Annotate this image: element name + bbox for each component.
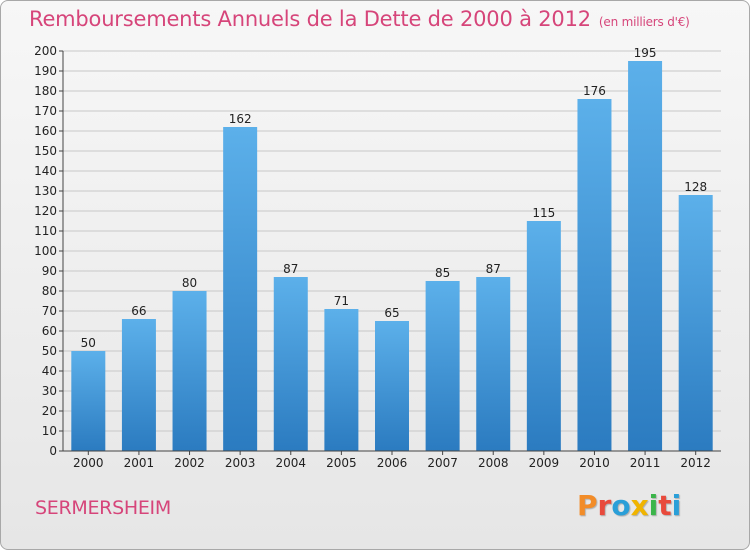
y-tick-label: 170 xyxy=(34,104,57,118)
y-tick-label: 150 xyxy=(34,144,57,158)
y-tick-label: 110 xyxy=(34,224,57,238)
logo-letter: t xyxy=(658,489,672,522)
bar-2009 xyxy=(526,221,561,451)
y-tick-label: 40 xyxy=(42,364,57,378)
value-label-2010: 176 xyxy=(583,84,606,98)
y-tick-label: 120 xyxy=(34,204,57,218)
value-label-2000: 50 xyxy=(81,336,96,350)
x-tick-label-2002: 2002 xyxy=(174,456,205,470)
logo-letter: i xyxy=(671,489,682,522)
bar-2000 xyxy=(71,351,106,451)
x-axis-ticks: 2000 2001 2002 2003 2004 2005 2006 2007 2008 2009… xyxy=(73,451,711,470)
y-tick-label: 10 xyxy=(42,424,57,438)
bar-2005 xyxy=(324,309,359,451)
x-tick-label-2008: 2008 xyxy=(478,456,509,470)
logo-letter: o xyxy=(611,489,631,522)
y-tick-label: 70 xyxy=(42,304,57,318)
logo-letter: r xyxy=(597,489,612,522)
x-tick-label-2010: 2010 xyxy=(579,456,610,470)
x-tick-label-2009: 2009 xyxy=(529,456,560,470)
value-label-2008: 87 xyxy=(486,262,501,276)
chart-title: Remboursements Annuels de la Dette de 20… xyxy=(29,7,690,31)
x-tick-label-2003: 2003 xyxy=(225,456,256,470)
bar-2003 xyxy=(223,127,258,451)
x-tick-label-2012: 2012 xyxy=(680,456,711,470)
logo-letter: x xyxy=(630,489,649,522)
y-tick-label: 30 xyxy=(42,384,57,398)
x-tick-label-2000: 2000 xyxy=(73,456,104,470)
x-tick-label-2006: 2006 xyxy=(377,456,408,470)
bar-2011 xyxy=(628,61,663,451)
y-tick-label: 200 xyxy=(34,44,57,58)
y-axis-ticks: 0 10 20 30 40 50 60 70 80 90 100 110 120 130 140 150 160… xyxy=(34,44,63,458)
value-labels: 50 66 80 162 87 71 65 85 87 115 176 195 128 xyxy=(81,46,707,350)
value-label-2011: 195 xyxy=(634,46,657,60)
x-tick-label-2005: 2005 xyxy=(326,456,357,470)
value-label-2004: 87 xyxy=(283,262,298,276)
y-tick-label: 0 xyxy=(49,444,57,458)
bar-2004 xyxy=(273,277,308,451)
bar-2006 xyxy=(375,321,409,451)
x-tick-label-2011: 2011 xyxy=(630,456,661,470)
chart-title-text: Remboursements Annuels de la Dette de 20… xyxy=(29,7,591,31)
y-tick-label: 80 xyxy=(42,284,57,298)
bar-2008 xyxy=(476,277,511,451)
value-label-2009: 115 xyxy=(532,206,555,220)
value-label-2006: 65 xyxy=(384,306,399,320)
bar-2007 xyxy=(425,281,460,451)
y-tick-label: 190 xyxy=(34,64,57,78)
y-tick-label: 60 xyxy=(42,324,57,338)
value-label-2005: 71 xyxy=(334,294,349,308)
y-tick-label: 130 xyxy=(34,184,57,198)
y-tick-label: 160 xyxy=(34,124,57,138)
value-label-2001: 66 xyxy=(131,304,146,318)
y-tick-label: 50 xyxy=(42,344,57,358)
value-label-2003: 162 xyxy=(229,112,252,126)
bar-2012 xyxy=(678,195,713,451)
y-tick-label: 140 xyxy=(34,164,57,178)
y-tick-label: 90 xyxy=(42,264,57,278)
chart-unit: (en milliers d'€) xyxy=(598,15,690,29)
y-tick-label: 100 xyxy=(34,244,57,258)
y-tick-label: 180 xyxy=(34,84,57,98)
x-tick-label-2007: 2007 xyxy=(427,456,458,470)
bar-2010 xyxy=(577,99,612,451)
x-tick-label-2001: 2001 xyxy=(124,456,155,470)
bar-2002 xyxy=(172,291,207,451)
value-label-2007: 85 xyxy=(435,266,450,280)
value-label-2002: 80 xyxy=(182,276,197,290)
x-tick-label-2004: 2004 xyxy=(275,456,306,470)
y-tick-label: 20 xyxy=(42,404,57,418)
logo-letter: P xyxy=(577,489,598,522)
proxiti-logo[interactable]: Proxiti xyxy=(577,489,681,522)
commune-name: SERMERSHEIM xyxy=(35,497,171,519)
bar-2001 xyxy=(121,319,156,451)
logo-letter: i xyxy=(648,489,659,522)
bars xyxy=(71,61,713,451)
value-label-2012: 128 xyxy=(684,180,707,194)
